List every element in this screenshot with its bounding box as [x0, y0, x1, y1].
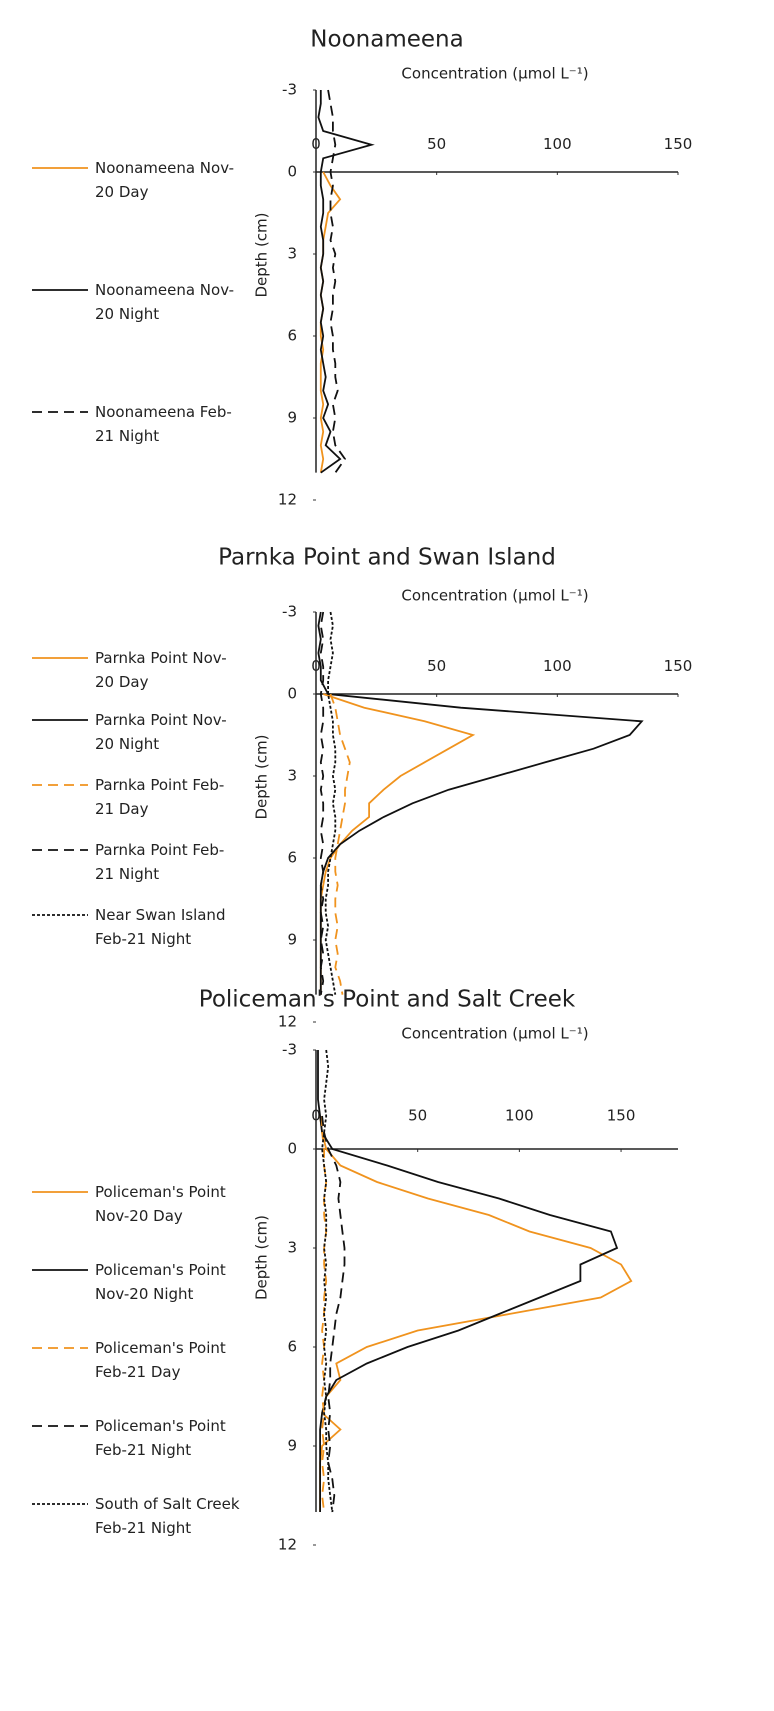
- value-tick-label: 100: [543, 135, 572, 153]
- depth-tick-label: 12: [278, 1536, 297, 1554]
- depth-tick-label: 3: [287, 767, 297, 785]
- series-line: [324, 611, 337, 995]
- value-axis-label: Concentration (µmol L⁻¹): [401, 65, 588, 83]
- chart-title: Noonameena: [310, 27, 463, 53]
- series-line: [327, 89, 347, 474]
- depth-axis-label: Depth (cm): [253, 1215, 271, 1300]
- depth-tick-label: -3: [282, 1041, 297, 1059]
- value-tick-label: 150: [607, 1107, 636, 1125]
- depth-tick-label: 3: [287, 1239, 297, 1257]
- depth-tick-label: 3: [287, 245, 297, 263]
- value-tick-label: 100: [505, 1107, 534, 1125]
- series-line: [317, 90, 375, 474]
- series-line: [317, 1050, 619, 1512]
- depth-tick-label: 12: [278, 491, 297, 509]
- value-tick-label: 50: [427, 135, 446, 153]
- legend-label: Noonameena Nov-20 Night: [95, 281, 235, 323]
- depth-tick-label: 6: [287, 327, 297, 345]
- depth-axis-label: Depth (cm): [253, 212, 271, 297]
- chart-title: Parnka Point and Swan Island: [218, 545, 556, 571]
- series-line: [321, 1115, 346, 1513]
- depth-tick-label: 9: [287, 409, 297, 427]
- legend-label: Parnka Point Nov-20 Day: [95, 649, 227, 691]
- value-axis-label: Concentration (µmol L⁻¹): [401, 587, 588, 605]
- legend-label: Policeman's Point Nov-20 Night: [95, 1261, 226, 1303]
- depth-tick-label: 9: [287, 931, 297, 949]
- depth-tick-label: 0: [287, 163, 297, 181]
- depth-tick-label: 0: [287, 1140, 297, 1158]
- series-line: [319, 693, 476, 995]
- series-line: [317, 611, 644, 995]
- legend-label: Policeman's Point Feb-21 Day: [95, 1339, 226, 1381]
- legend-label: Near Swan Island Feb-21 Night: [95, 906, 226, 948]
- series-line: [319, 1115, 633, 1512]
- depth-axis-label: Depth (cm): [253, 734, 271, 819]
- value-tick-label: 100: [543, 657, 572, 675]
- depth-tick-label: 0: [287, 685, 297, 703]
- series-line: [321, 1049, 334, 1513]
- depth-tick-label: 6: [287, 849, 297, 867]
- depth-tick-label: -3: [282, 81, 297, 99]
- legend-label: Parnka Point Nov-20 Night: [95, 711, 227, 753]
- value-tick-label: 50: [408, 1107, 427, 1125]
- value-tick-label: 150: [664, 657, 693, 675]
- chart-title: Policeman's Point and Salt Creek: [199, 987, 576, 1013]
- value-axis-label: Concentration (µmol L⁻¹): [401, 1025, 588, 1043]
- legend-label: Noonameena Feb-21 Night: [95, 403, 232, 445]
- legend-label: Parnka Point Feb-21 Night: [95, 841, 225, 883]
- series-line: [329, 693, 351, 995]
- depth-tick-label: 9: [287, 1437, 297, 1455]
- legend-label: South of Salt Creek Feb-21 Night: [95, 1495, 240, 1537]
- value-tick-label: 50: [427, 657, 446, 675]
- depth-tick-label: 12: [278, 1013, 297, 1031]
- legend-label: Policeman's Point Feb-21 Night: [95, 1417, 226, 1459]
- depth-tick-label: -3: [282, 603, 297, 621]
- series-line: [319, 611, 325, 995]
- legend-label: Parnka Point Feb-21 Day: [95, 776, 225, 818]
- depth-tick-label: 6: [287, 1338, 297, 1356]
- legend-label: Policeman's Point Nov-20 Day: [95, 1183, 226, 1225]
- value-tick-label: 150: [664, 135, 693, 153]
- legend-label: Noonameena Nov-20 Day: [95, 159, 235, 201]
